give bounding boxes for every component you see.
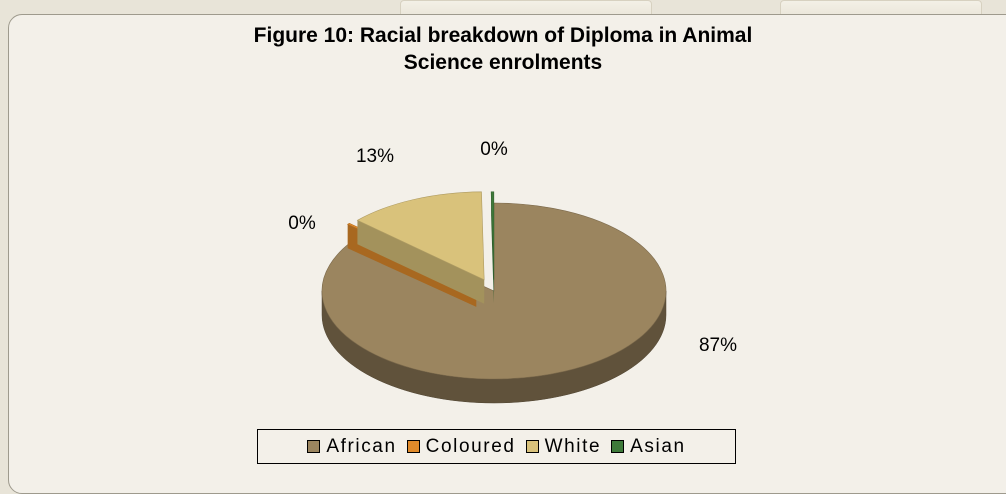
- chart-title-line-2: Science enrolments: [403, 51, 603, 74]
- chart-legend: African Coloured White Asian: [257, 429, 736, 464]
- legend-label-white: White: [544, 435, 602, 457]
- legend-label-asian: Asian: [630, 435, 686, 457]
- legend-label-african: African: [326, 435, 397, 457]
- chart-title-line-1: Figure 10: Racial breakdown of Diploma i…: [253, 24, 753, 47]
- legend-item-asian: Asian: [611, 436, 686, 458]
- pie-slice-top: [490, 191, 495, 280]
- legend-item-african: African: [307, 436, 396, 458]
- pie-slice-top: [321, 202, 667, 380]
- legend-item-white: White: [525, 435, 602, 458]
- pie-slice-wall: [357, 220, 485, 304]
- legend-swatch-asian: [611, 440, 625, 453]
- data-label-coloured: 0%: [288, 213, 316, 234]
- legend-swatch-white: [525, 440, 539, 453]
- data-label-african: 87%: [699, 335, 737, 356]
- pie-slice-asian: [490, 191, 495, 304]
- pie-slice-top: [356, 191, 485, 281]
- pie-chart: 87% 0% 13% 0%: [288, 139, 737, 404]
- legend-item-coloured: Coloured: [406, 435, 516, 458]
- legend-swatch-coloured: [406, 440, 420, 453]
- data-label-asian: 0%: [480, 139, 508, 160]
- chart-title: Figure 10: Racial breakdown of Diploma i…: [0, 22, 1006, 76]
- legend-swatch-african: [307, 440, 321, 453]
- pie-slice-white: [356, 191, 485, 304]
- data-label-white: 13%: [356, 146, 394, 167]
- legend-label-coloured: Coloured: [425, 435, 516, 457]
